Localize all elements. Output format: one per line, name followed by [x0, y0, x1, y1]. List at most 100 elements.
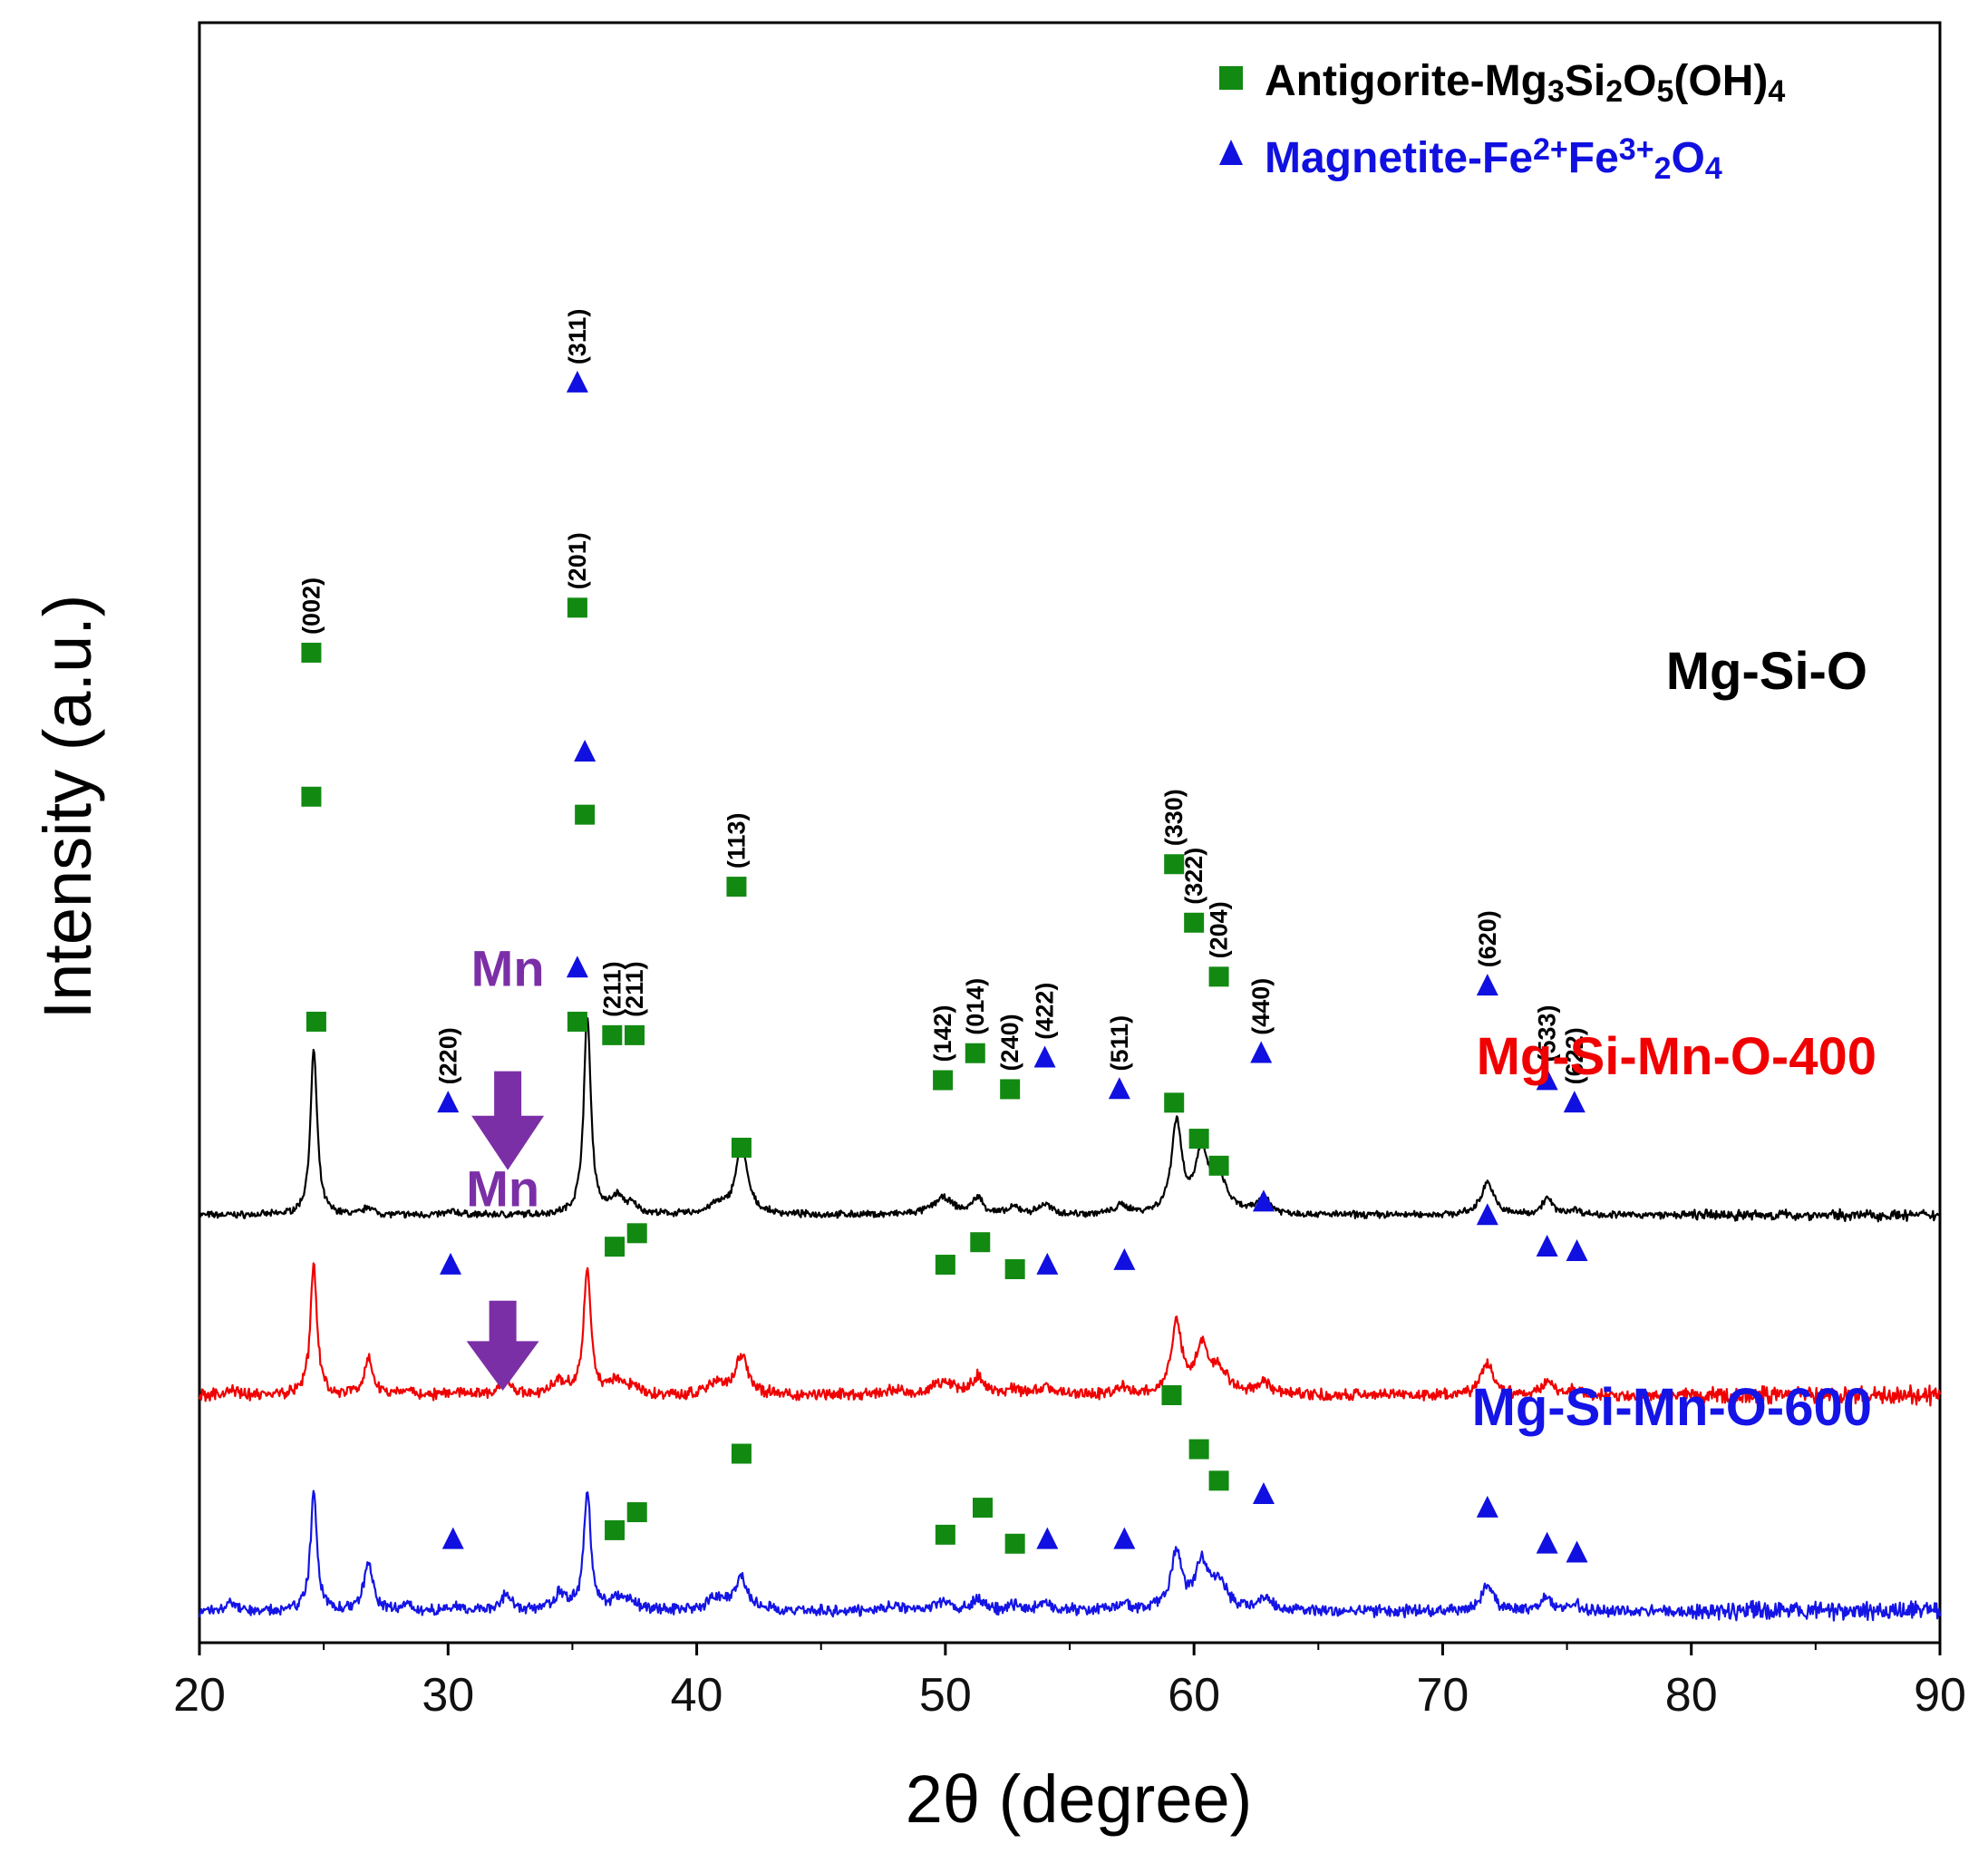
hkl-label: (622) — [1561, 1027, 1588, 1084]
antigorite-marker — [1000, 1079, 1021, 1100]
legend-text-part: Fe — [1568, 134, 1619, 182]
magnetite-marker — [1476, 974, 1498, 996]
antigorite-marker — [1188, 1129, 1209, 1150]
antigorite-marker — [575, 804, 596, 825]
antigorite-marker — [567, 597, 587, 618]
legend-text-part: 4 — [1705, 151, 1722, 186]
magnetite-marker — [1566, 1238, 1588, 1261]
antigorite-marker — [567, 1011, 587, 1032]
magnetite-marker — [1252, 1189, 1275, 1212]
magnetite-marker — [1476, 1203, 1498, 1226]
mn-arrow-icon — [466, 1300, 539, 1392]
x-tick-label-30: 30 — [422, 1669, 474, 1722]
antigorite-marker — [973, 1498, 993, 1519]
series-label: Mg-Si-Mn-O-400 — [1477, 1027, 1876, 1086]
legend: Antigorite-Mg3Si2O5(OH)4Magnetite-Fe2+Fe… — [1219, 57, 1785, 186]
hkl-label: (322) — [1180, 848, 1207, 905]
series-mg-si-mn-o-400: Mg-Si-Mn-O-400 Mn — [198, 739, 1942, 1407]
magnetite-marker — [1252, 1481, 1275, 1504]
hkl-label: (240) — [996, 1014, 1023, 1071]
legend-entry: Antigorite-Mg3Si2O5(OH)4 — [1265, 57, 1785, 109]
magnetite-marker — [437, 1091, 460, 1113]
y-axis-title: Intensity (a.u.) — [30, 595, 105, 1020]
legend-text-part: Antigorite-Mg — [1265, 57, 1547, 105]
hkl-label: (533) — [1534, 1004, 1561, 1062]
hkl-label: (440) — [1247, 978, 1275, 1035]
hkl-label: (014) — [962, 978, 989, 1035]
magnetite-marker — [1563, 1091, 1586, 1113]
series-mg-si-mn-o-600: Mg-Si-Mn-O-600 Mn — [198, 956, 1942, 1622]
antigorite-marker — [602, 1024, 623, 1045]
antigorite-marker — [965, 1043, 985, 1063]
x-tick-label-50: 50 — [919, 1669, 972, 1722]
antigorite-marker — [935, 1255, 955, 1276]
magnetite-marker — [1536, 1531, 1558, 1554]
antigorite-marker — [1208, 1470, 1229, 1491]
series-markers: (002) (201) (211)(211) (113) (142) (014) (240)… — [297, 309, 1588, 1113]
legend-text-part: Si — [1565, 57, 1605, 105]
antigorite-marker — [301, 642, 322, 663]
magnetite-marker — [1036, 1252, 1059, 1275]
antigorite-marker — [1004, 1533, 1025, 1554]
antigorite-marker — [726, 877, 747, 898]
x-tick-label-90: 90 — [1914, 1669, 1966, 1722]
antigorite-marker — [1164, 854, 1185, 875]
series-markers — [305, 956, 1588, 1563]
legend-text-part: O — [1623, 57, 1656, 105]
hkl-label: (142) — [929, 1004, 956, 1062]
hkl-label: (511) — [1106, 1015, 1133, 1072]
antigorite-marker — [935, 1524, 955, 1545]
legend-text-part: Magnetite-Fe — [1265, 134, 1533, 182]
mn-annotation-text: Mn — [466, 1160, 539, 1218]
hkl-label: (311) — [564, 309, 591, 365]
x-tick-label-20: 20 — [173, 1669, 226, 1722]
antigorite-marker — [1208, 966, 1229, 987]
antigorite-marker — [1208, 1155, 1229, 1176]
antigorite-marker — [970, 1232, 991, 1253]
hkl-label: (330) — [1160, 789, 1188, 846]
series-label: Mg-Si-O — [1666, 642, 1867, 701]
legend-text-part: 2 — [1654, 151, 1672, 186]
antigorite-marker — [933, 1070, 954, 1091]
magnetite-marker — [440, 1252, 462, 1275]
antigorite-marker — [731, 1137, 752, 1158]
magnetite-marker — [441, 1527, 464, 1549]
hkl-label: (201) — [564, 532, 591, 589]
legend-square-icon — [1219, 66, 1243, 90]
x-tick-label-80: 80 — [1665, 1669, 1718, 1722]
antigorite-marker — [1188, 1439, 1209, 1460]
legend-entry: Magnetite-Fe2+Fe3+2O4 — [1265, 132, 1722, 186]
x-tick-label-40: 40 — [671, 1669, 723, 1722]
magnetite-marker — [1113, 1527, 1136, 1549]
legend-text-part: 3+ — [1619, 132, 1654, 167]
magnetite-marker — [1108, 1077, 1130, 1100]
magnetite-marker — [1476, 1495, 1498, 1518]
mn-arrow-icon — [471, 1071, 545, 1170]
antigorite-marker — [1004, 1258, 1025, 1279]
antigorite-marker — [605, 1519, 625, 1540]
legend-text-part: (OH) — [1673, 57, 1768, 105]
antigorite-marker — [626, 1223, 647, 1244]
series-line-mg-si-mn-o-600 — [198, 1489, 1942, 1622]
magnetite-marker — [1566, 1540, 1588, 1563]
x-tick-label-60: 60 — [1168, 1669, 1220, 1722]
magnetite-marker — [1036, 1527, 1059, 1549]
antigorite-marker — [305, 1011, 326, 1032]
magnetite-marker — [566, 370, 588, 393]
hkl-label: (002) — [297, 577, 325, 635]
magnetite-marker — [1250, 1041, 1273, 1063]
antigorite-marker — [625, 1024, 645, 1045]
hkl-label: (220) — [434, 1027, 461, 1084]
hkl-label: (422) — [1032, 983, 1059, 1040]
series-line-mg-si-o — [199, 1017, 1941, 1223]
antigorite-marker — [1184, 912, 1205, 933]
antigorite-marker — [731, 1443, 752, 1464]
x-axis-title: 2θ (degree) — [906, 1761, 1253, 1837]
hkl-label: (211) — [621, 961, 648, 1017]
magnetite-marker — [574, 739, 596, 762]
antigorite-marker — [1164, 1092, 1185, 1113]
legend-triangle-icon — [1219, 140, 1243, 165]
hkl-label: (211) — [598, 961, 625, 1017]
legend-text-part: 2 — [1605, 74, 1623, 109]
